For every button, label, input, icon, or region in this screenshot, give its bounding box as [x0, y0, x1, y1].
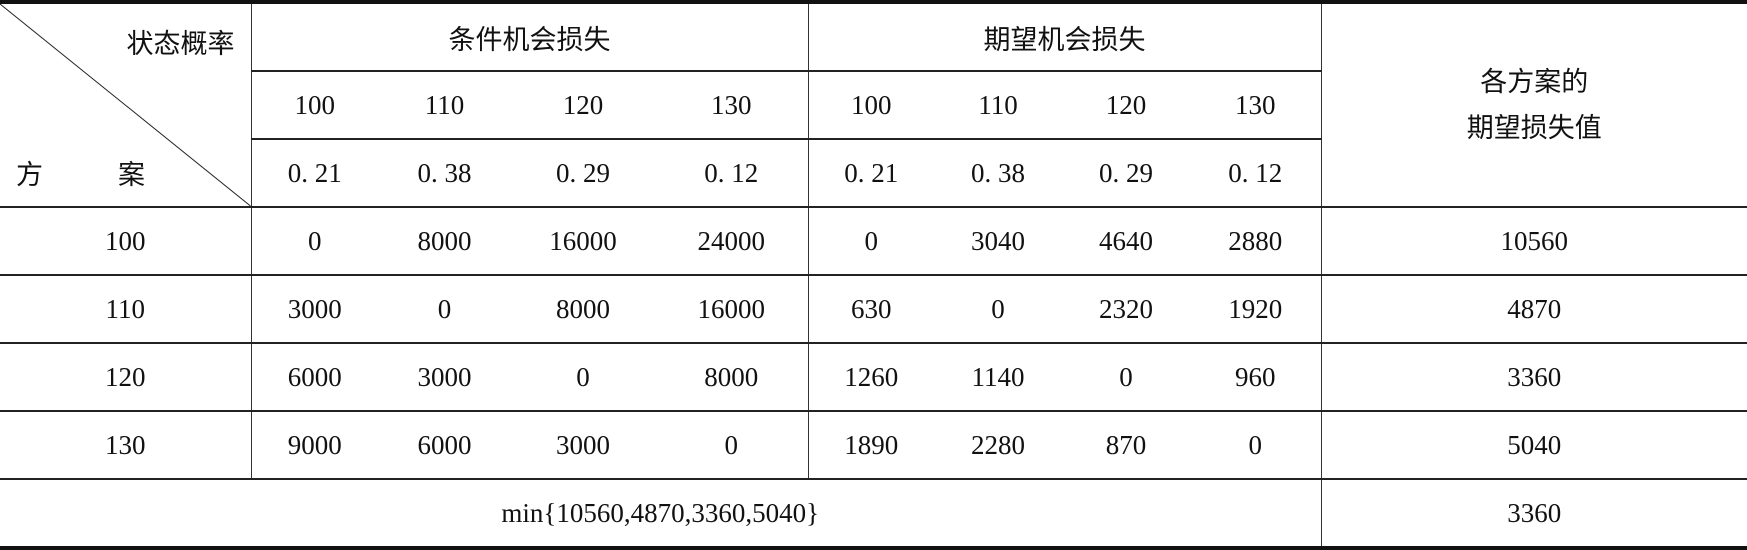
- expected-loss-cell: 870: [1062, 411, 1190, 479]
- probability-header: 0. 12: [1190, 139, 1321, 207]
- conditional-loss-cell: 3000: [251, 275, 378, 343]
- group-header-conditional-loss: 条件机会损失: [251, 2, 808, 71]
- conditional-loss-cell: 6000: [378, 411, 511, 479]
- conditional-loss-cell: 24000: [655, 207, 808, 275]
- conditional-loss-cell: 0: [655, 411, 808, 479]
- group-header-expected-loss: 期望机会损失: [808, 2, 1321, 71]
- header-result-line2: 期望损失值: [1322, 105, 1747, 151]
- expected-loss-cell: 2880: [1190, 207, 1321, 275]
- probability-header: 0. 29: [511, 139, 655, 207]
- corner-plan-label-2: 案: [118, 153, 145, 192]
- state-header: 130: [1190, 71, 1321, 139]
- header-expected-loss-value: 各方案的 期望损失值: [1321, 2, 1747, 207]
- state-header: 130: [655, 71, 808, 139]
- conditional-loss-cell: 6000: [251, 343, 378, 411]
- expected-loss-total-cell: 3360: [1321, 343, 1747, 411]
- expected-loss-total-cell: 5040: [1321, 411, 1747, 479]
- expected-loss-cell: 0: [808, 207, 934, 275]
- expected-loss-cell: 1140: [934, 343, 1062, 411]
- corner-state-probability-label: 状态概率: [127, 22, 235, 61]
- expected-loss-cell: 0: [1062, 343, 1190, 411]
- conditional-loss-cell: 9000: [251, 411, 378, 479]
- probability-header: 0. 38: [934, 139, 1062, 207]
- expected-loss-total-cell: 4870: [1321, 275, 1747, 343]
- probability-header: 0. 38: [378, 139, 511, 207]
- conditional-loss-cell: 0: [251, 207, 378, 275]
- corner-header-cell: 状态概率 方 案: [0, 2, 251, 207]
- state-header: 100: [251, 71, 378, 139]
- conditional-loss-cell: 0: [378, 275, 511, 343]
- plan-cell: 110: [0, 275, 251, 343]
- probability-header: 0. 12: [655, 139, 808, 207]
- expected-loss-total-cell: 10560: [1321, 207, 1747, 275]
- conditional-loss-cell: 16000: [655, 275, 808, 343]
- min-formula-cell: min{10560,4870,3360,5040}: [0, 479, 1321, 548]
- conditional-loss-cell: 8000: [511, 275, 655, 343]
- expected-loss-cell: 1260: [808, 343, 934, 411]
- conditional-loss-cell: 0: [511, 343, 655, 411]
- expected-loss-cell: 1890: [808, 411, 934, 479]
- expected-loss-cell: 4640: [1062, 207, 1190, 275]
- probability-header: 0. 29: [1062, 139, 1190, 207]
- expected-loss-cell: 630: [808, 275, 934, 343]
- probability-header: 0. 21: [808, 139, 934, 207]
- state-header: 110: [378, 71, 511, 139]
- conditional-loss-cell: 8000: [378, 207, 511, 275]
- corner-plan-label-1: 方: [16, 153, 43, 192]
- expected-loss-cell: 3040: [934, 207, 1062, 275]
- header-result-line1: 各方案的: [1322, 59, 1747, 105]
- state-header: 120: [1062, 71, 1190, 139]
- plan-cell: 130: [0, 411, 251, 479]
- plan-cell: 120: [0, 343, 251, 411]
- conditional-loss-cell: 3000: [378, 343, 511, 411]
- expected-loss-cell: 1920: [1190, 275, 1321, 343]
- min-value-cell: 3360: [1321, 479, 1747, 548]
- conditional-loss-cell: 16000: [511, 207, 655, 275]
- expected-loss-cell: 2280: [934, 411, 1062, 479]
- expected-loss-cell: 0: [1190, 411, 1321, 479]
- state-header: 110: [934, 71, 1062, 139]
- plan-cell: 100: [0, 207, 251, 275]
- expected-loss-cell: 2320: [1062, 275, 1190, 343]
- expected-loss-cell: 960: [1190, 343, 1321, 411]
- conditional-loss-cell: 8000: [655, 343, 808, 411]
- expected-loss-cell: 0: [934, 275, 1062, 343]
- state-header: 100: [808, 71, 934, 139]
- conditional-loss-cell: 3000: [511, 411, 655, 479]
- state-header: 120: [511, 71, 655, 139]
- probability-header: 0. 21: [251, 139, 378, 207]
